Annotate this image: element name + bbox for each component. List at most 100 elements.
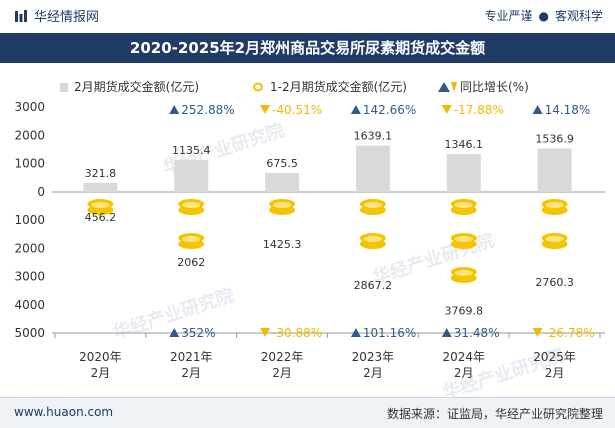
- y-tick-label: 1000: [14, 213, 45, 227]
- cumulative-coin: [269, 205, 296, 215]
- data-label-cumulative: 3769.8: [445, 304, 484, 317]
- legend-label-yoy: 同比增长(%): [460, 80, 529, 94]
- yoy-up-arrow-icon: [350, 328, 361, 337]
- y-tick-label: 3000: [14, 270, 45, 284]
- cumulative-coin: [450, 239, 477, 249]
- footer-url[interactable]: www.huaon.com: [14, 405, 114, 419]
- y-tick-label: 4000: [14, 298, 45, 312]
- data-label-monthly: 675.5: [266, 157, 298, 170]
- cumulative-coin: [178, 239, 205, 249]
- slogan-left: 专业严谨: [484, 9, 533, 23]
- cumulative-coin: [359, 239, 386, 249]
- x-tick-label: 2021年: [170, 350, 213, 364]
- bar-monthly: [537, 148, 572, 192]
- top-bar: 华经情报网 专业严谨 ● 客观科学: [0, 0, 615, 32]
- chart-title: 2020-2025年2月郑州商品交易所尿素期货成交金额: [0, 33, 615, 63]
- yoy-up-arrow-icon: [350, 105, 361, 114]
- y-tick-label: 2000: [14, 128, 45, 142]
- cumulative-coin-highlight: [91, 202, 110, 208]
- yoy-cumulative-label: 31.48%: [454, 326, 500, 340]
- yoy-cumulative-label: -26.78%: [545, 326, 595, 340]
- cumulative-coin: [450, 205, 477, 215]
- bar-monthly: [355, 145, 390, 192]
- legend-up-arrow-icon: [438, 82, 450, 92]
- x-tick-label: 2024年: [442, 350, 485, 364]
- legend-label-cumulative: 1-2月期货成交金额(亿元): [270, 79, 407, 94]
- legend-label-monthly: 2月期货成交金额(亿元): [74, 79, 199, 94]
- cumulative-coin-highlight: [454, 236, 473, 242]
- yoy-cumulative-label: 352%: [181, 326, 215, 340]
- cumulative-coin: [541, 205, 568, 215]
- legend-swatch-monthly: [60, 83, 68, 92]
- data-label-monthly: 1536.9: [535, 132, 574, 145]
- x-tick-label: 2020年: [79, 350, 122, 364]
- yoy-up-arrow-icon: [532, 105, 543, 114]
- x-tick-label: 2025年: [533, 350, 576, 364]
- yoy-cumulative-label: -30.88%: [272, 326, 322, 340]
- y-tick-label: 5000: [14, 326, 45, 340]
- chart-area: 2月期货成交金额(亿元) 1-2月期货成交金额(亿元) 同比增长(%) 3000 200…: [14, 79, 605, 380]
- y-tick-label: 0: [37, 185, 45, 199]
- legend-coin-icon: [253, 82, 263, 92]
- yoy-monthly-label: 142.66%: [363, 103, 416, 117]
- bullet-icon: ●: [538, 9, 549, 23]
- cumulative-coin-highlight: [182, 236, 201, 242]
- x-tick-label: 2月: [454, 366, 474, 380]
- cumulative-coin: [359, 205, 386, 215]
- cumulative-coin-highlight: [363, 236, 382, 242]
- cumulative-coin-highlight: [454, 202, 473, 208]
- data-label-cumulative: 2867.2: [354, 279, 393, 292]
- data-label-monthly: 1346.1: [445, 138, 484, 151]
- cumulative-coin-highlight: [454, 270, 473, 276]
- yoy-down-arrow-icon: [260, 328, 271, 337]
- data-label-cumulative: 456.2: [85, 211, 117, 224]
- yoy-down-arrow-icon: [532, 328, 543, 337]
- cumulative-coin-highlight: [545, 202, 564, 208]
- cumulative-coin: [541, 239, 568, 249]
- data-label-cumulative: 2062: [177, 256, 205, 269]
- y-tick-label: 3000: [14, 100, 45, 114]
- yoy-up-arrow-icon: [169, 105, 180, 114]
- bar-monthly: [265, 172, 300, 192]
- yoy-monthly-label: -17.88%: [454, 103, 504, 117]
- data-label-cumulative: 1425.3: [263, 238, 302, 251]
- yoy-up-arrow-icon: [169, 328, 180, 337]
- yoy-up-arrow-icon: [441, 328, 452, 337]
- y-tick-label: 1000: [14, 157, 45, 171]
- yoy-cumulative-label: 101.16%: [363, 326, 416, 340]
- slogan-right: 客观科学: [554, 9, 603, 23]
- data-label-monthly: 1639.1: [354, 130, 393, 143]
- y-tick-label: 2000: [14, 241, 45, 255]
- yoy-monthly-label: -40.51%: [272, 103, 322, 117]
- bar-monthly: [83, 182, 118, 192]
- data-label-monthly: 1135.4: [172, 144, 211, 157]
- brand[interactable]: 华经情报网: [14, 6, 99, 25]
- cumulative-coin: [178, 205, 205, 215]
- x-tick-label: 2月: [91, 366, 111, 380]
- bar-monthly: [174, 159, 209, 192]
- data-label-cumulative: 2760.3: [535, 276, 574, 289]
- x-tick-label: 2月: [545, 366, 565, 380]
- cumulative-coin-highlight: [363, 202, 382, 208]
- cumulative-coin: [87, 205, 114, 215]
- yoy-down-arrow-icon: [260, 105, 271, 114]
- legend-down-arrow-icon: [451, 82, 457, 92]
- cumulative-coin: [450, 273, 477, 283]
- bar-monthly: [446, 153, 481, 192]
- slogan: 专业严谨 ● 客观科学: [484, 7, 603, 24]
- cumulative-coin-highlight: [273, 202, 292, 208]
- x-tick-label: 2023年: [352, 350, 395, 364]
- cumulative-coin-highlight: [545, 236, 564, 242]
- x-tick-label: 2月: [181, 366, 201, 380]
- data-label-monthly: 321.8: [85, 167, 117, 180]
- yoy-monthly-label: 252.88%: [181, 103, 234, 117]
- x-tick-label: 2月: [363, 366, 383, 380]
- brand-logo-icon: [15, 10, 27, 22]
- x-tick-label: 2022年: [261, 350, 304, 364]
- footer: www.huaon.com 数据来源：证监局，华经产业研究院整理: [0, 397, 615, 428]
- x-tick-label: 2月: [272, 366, 292, 380]
- yoy-monthly-label: 14.18%: [545, 103, 591, 117]
- brand-name: 华经情报网: [34, 10, 100, 25]
- footer-source: 数据来源：证监局，华经产业研究院整理: [386, 407, 603, 421]
- cumulative-coin-highlight: [182, 202, 201, 208]
